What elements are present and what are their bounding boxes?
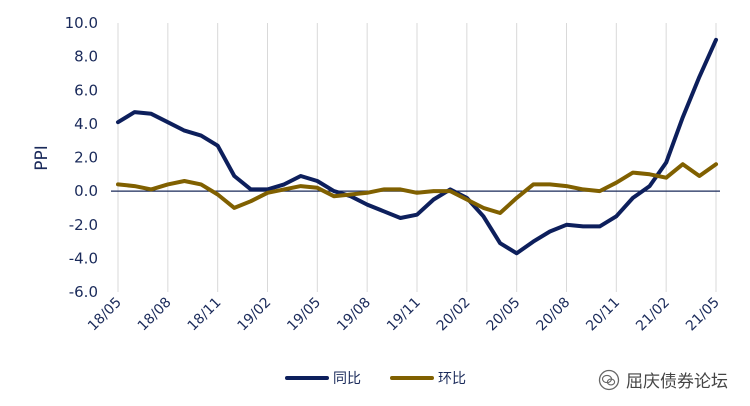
series-lines bbox=[116, 37, 718, 256]
y-tick-label: 8.0 bbox=[74, 48, 98, 66]
wechat-icon bbox=[598, 369, 620, 390]
series-line-yoy bbox=[116, 37, 718, 256]
y-tick-label: 0.0 bbox=[74, 182, 98, 200]
x-tick-label: 20/02 bbox=[434, 295, 474, 335]
y-tick-label: 2.0 bbox=[74, 149, 98, 167]
x-tick-label: 19/05 bbox=[284, 295, 324, 335]
y-tick-label: -2.0 bbox=[69, 216, 98, 234]
watermark: 屈庆债券论坛 bbox=[598, 367, 728, 392]
y-tick-label: 6.0 bbox=[74, 81, 98, 99]
x-tick-label: 21/02 bbox=[633, 295, 673, 335]
legend-item: 环比 bbox=[390, 371, 466, 387]
x-tick-label: 20/11 bbox=[583, 295, 623, 335]
x-tick-labels: 18/05 18/08 18/11 19/02 19/05 19/08 19/11 20/02… bbox=[85, 295, 723, 335]
watermark-text: 屈庆债券论坛 bbox=[626, 372, 728, 392]
y-tick-label: -6.0 bbox=[69, 283, 98, 301]
x-tick-label: 20/05 bbox=[484, 295, 524, 335]
x-tick-label: 18/08 bbox=[135, 295, 175, 335]
series-line-mom bbox=[116, 162, 718, 215]
y-tick-label: 4.0 bbox=[74, 115, 98, 133]
y-tick-label: -4.0 bbox=[69, 249, 98, 267]
legend-item: 同比 bbox=[285, 371, 361, 387]
legend-label: 环比 bbox=[438, 371, 466, 387]
x-tick-label: 19/02 bbox=[234, 295, 274, 335]
legend-label: 同比 bbox=[333, 371, 361, 387]
x-tick-label: 18/11 bbox=[185, 295, 225, 335]
y-axis-label: PPI bbox=[32, 145, 52, 171]
y-tick-labels: 10.0 8.0 6.0 4.0 2.0 0.0 -2.0 -4.0 -6.0 bbox=[65, 14, 98, 301]
x-tick-label: 21/05 bbox=[683, 295, 723, 335]
grid-lines bbox=[117, 23, 717, 292]
legend: 同比 环比 bbox=[285, 371, 466, 387]
x-tick-label: 20/08 bbox=[533, 295, 573, 335]
y-tick-label: 10.0 bbox=[65, 14, 98, 32]
x-tick-label: 19/11 bbox=[384, 295, 424, 335]
x-tick-label: 19/08 bbox=[334, 295, 374, 335]
